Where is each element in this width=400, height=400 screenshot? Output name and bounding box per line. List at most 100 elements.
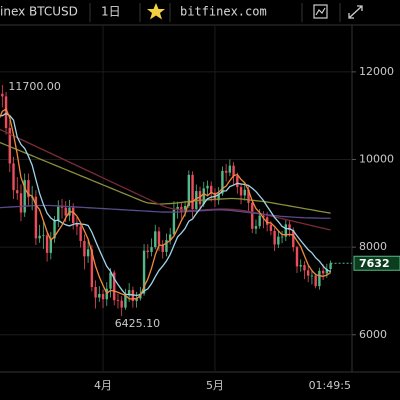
candle-body	[72, 207, 75, 224]
chart-icon[interactable]	[313, 4, 328, 19]
candle-body	[295, 247, 299, 267]
candle-body	[288, 224, 291, 231]
moving-average	[0, 141, 331, 214]
candle-body	[60, 206, 64, 208]
toolbar-bg	[0, 0, 400, 25]
source[interactable]: bitfinex.com	[180, 5, 267, 19]
candle-body	[202, 188, 205, 205]
candle-body	[27, 180, 30, 198]
candle-body	[243, 189, 246, 196]
low-label: 6425.10	[115, 317, 161, 330]
candle-body	[45, 235, 49, 253]
candle-body	[127, 290, 131, 296]
candle-body	[101, 294, 105, 300]
icon-stroke	[348, 13, 354, 19]
icon-stroke	[357, 5, 363, 11]
candle-body	[306, 270, 310, 276]
candle-body	[262, 215, 265, 218]
candle-body	[1, 93, 4, 97]
candle-body	[12, 163, 15, 191]
candle-body	[318, 270, 321, 287]
candle-body	[187, 174, 191, 206]
last-price-label: 7632	[359, 257, 390, 270]
icon-stroke	[348, 5, 363, 19]
candle-body	[113, 272, 116, 301]
high-label: 11700.00	[8, 80, 61, 93]
icon-line	[315, 7, 326, 16]
moving-average	[0, 108, 331, 300]
star-icon[interactable]	[147, 3, 165, 20]
candle-body	[251, 202, 254, 229]
candle-body	[303, 265, 306, 271]
candle-body	[172, 209, 176, 235]
candle-body	[64, 207, 67, 216]
candle-body	[168, 234, 172, 241]
last-price-tag	[353, 255, 400, 271]
candle-body	[269, 224, 273, 231]
y-tick-label: 12000	[359, 65, 394, 78]
y-tick-label: 10000	[359, 153, 394, 166]
candle-body	[79, 226, 82, 241]
candle-body	[292, 230, 295, 248]
candle-body	[165, 240, 168, 252]
moving-average	[0, 128, 331, 231]
toolbar: inex BTCUSD 1日 bitfinex.com	[0, 0, 400, 26]
candle-body	[146, 250, 149, 252]
grid	[0, 25, 352, 372]
candle-body	[280, 236, 284, 238]
candle-body	[124, 295, 127, 308]
candle-body	[258, 215, 261, 227]
candle-body	[314, 275, 317, 287]
candle-body	[299, 265, 302, 267]
candle-body	[217, 193, 220, 201]
candle-body	[38, 235, 41, 239]
candle-body	[273, 230, 276, 245]
candle-body	[232, 165, 235, 177]
candle-body	[94, 287, 97, 298]
candle-body	[8, 127, 11, 164]
candle-body	[265, 217, 269, 225]
candle-body	[154, 231, 157, 248]
y-tick-label: 8000	[359, 240, 387, 253]
x-tick-label: 4月	[94, 379, 112, 392]
symbol[interactable]: inex BTCUSD	[0, 5, 78, 19]
plot	[0, 25, 352, 372]
candle-body	[224, 170, 228, 173]
interval[interactable]: 1日	[101, 5, 121, 19]
candle-body	[4, 96, 8, 128]
candle-body	[254, 226, 258, 229]
candle-body	[83, 240, 86, 257]
candle-body	[284, 224, 288, 237]
candle-body	[98, 294, 101, 298]
candle-body	[157, 231, 161, 245]
moving-average	[0, 204, 331, 219]
candle-body	[206, 185, 209, 189]
candle-body	[239, 187, 243, 196]
candle-body	[310, 275, 314, 277]
candle-body	[277, 236, 280, 245]
candle-body	[142, 250, 146, 294]
x-tick-label: 5月	[206, 379, 224, 392]
moving-average	[0, 112, 331, 297]
candle-body	[161, 244, 164, 252]
candle-body	[109, 272, 112, 289]
candle-body	[321, 270, 325, 274]
time-label: 01:49:5	[309, 379, 351, 392]
candle-body	[195, 191, 198, 210]
candle-body	[90, 249, 94, 288]
fullscreen-icon[interactable]	[348, 5, 363, 19]
candle-body	[16, 190, 19, 194]
candle-body	[86, 249, 90, 257]
candle-body	[228, 165, 232, 173]
candle-body	[120, 300, 123, 308]
candle-body	[42, 235, 45, 237]
candle-body	[75, 223, 79, 227]
candle-body	[176, 206, 179, 210]
icon-frame	[313, 4, 328, 19]
candle-body	[57, 206, 60, 221]
candle-body	[221, 170, 224, 194]
marks	[0, 85, 332, 317]
candle-body	[34, 196, 38, 239]
candle-body	[49, 238, 53, 253]
